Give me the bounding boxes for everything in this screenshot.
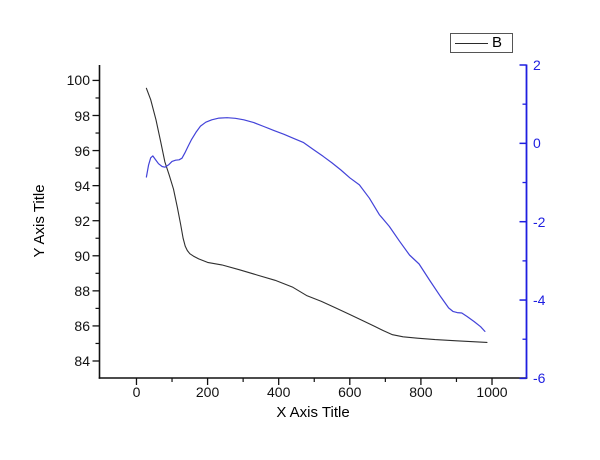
x-tick-label: 1000 bbox=[476, 384, 508, 400]
y-left-tick-label: 90 bbox=[74, 247, 90, 264]
y-left-tick-label: 98 bbox=[74, 107, 90, 124]
x-tick-label: 0 bbox=[132, 384, 141, 400]
series-line-right-series bbox=[145, 117, 486, 332]
y-left-tick-label: 88 bbox=[74, 282, 90, 299]
y-left-tick-label: 96 bbox=[74, 142, 90, 159]
y-right-tick-label: -4 bbox=[533, 292, 546, 309]
y-right-tick-label: 2 bbox=[533, 57, 541, 73]
y-left-tick-label: 86 bbox=[74, 317, 90, 334]
y-left-tick-label: 92 bbox=[74, 212, 90, 229]
y-right-tick-label: 0 bbox=[533, 135, 541, 152]
series-line-B bbox=[145, 87, 488, 343]
y-right-tick-label: -2 bbox=[533, 213, 546, 230]
y-left-tick-label: 100 bbox=[66, 72, 90, 89]
x-axis-title: X Axis Title bbox=[276, 404, 350, 421]
legend-series-label: B bbox=[492, 34, 503, 51]
x-tick-label: 200 bbox=[195, 384, 220, 400]
x-tick-label: 600 bbox=[338, 384, 362, 400]
y-left-tick-label: 94 bbox=[74, 177, 90, 194]
x-tick-label: 400 bbox=[267, 384, 291, 400]
legend-line-sample bbox=[455, 42, 488, 44]
y-right-tick-label: -6 bbox=[533, 370, 546, 387]
legend: B bbox=[450, 33, 513, 53]
x-tick-label: 800 bbox=[409, 384, 433, 400]
y-left-tick-label: 84 bbox=[74, 352, 90, 369]
